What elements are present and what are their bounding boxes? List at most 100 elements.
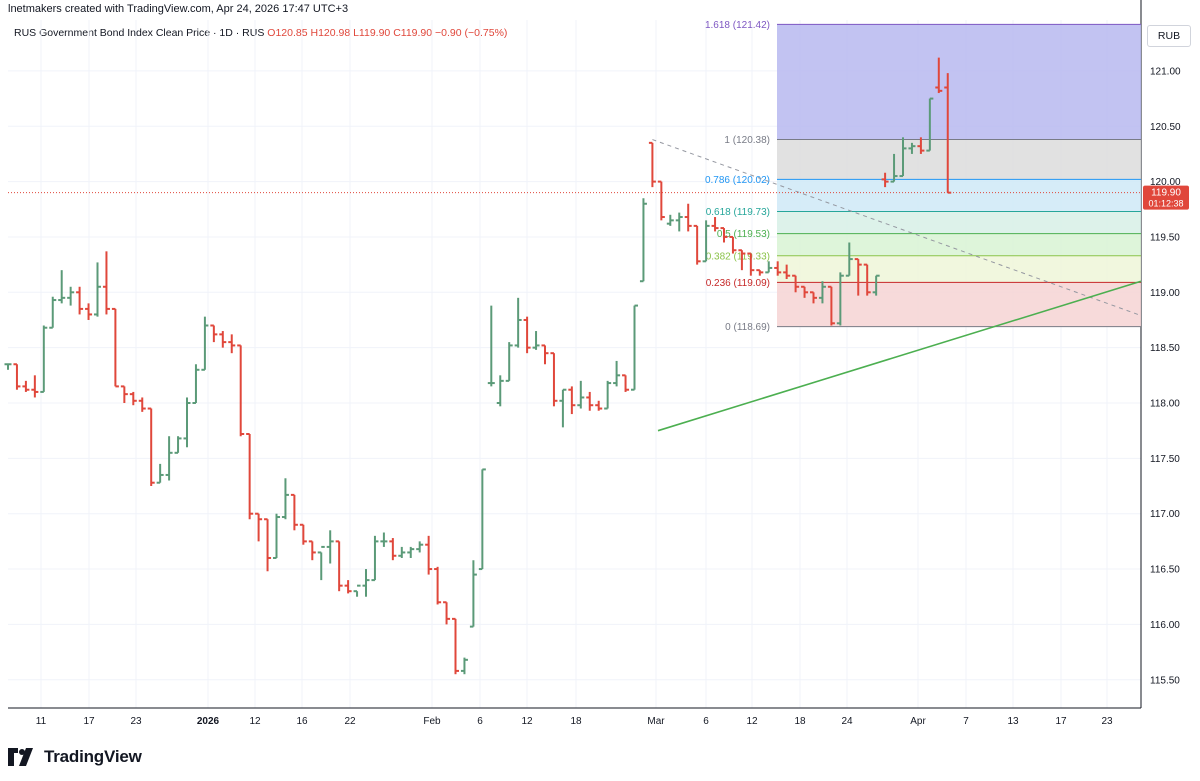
trendline[interactable] bbox=[657, 280, 1142, 432]
ohlc-bar[interactable] bbox=[94, 262, 101, 317]
ohlc-bar[interactable] bbox=[836, 272, 844, 326]
ohlc-bar[interactable] bbox=[281, 478, 289, 520]
ohlc-bar[interactable] bbox=[559, 388, 567, 428]
ohlc-bar[interactable] bbox=[810, 291, 817, 304]
ohlc-bar[interactable] bbox=[228, 334, 236, 354]
ohlc-bar[interactable] bbox=[783, 264, 791, 280]
ohlc-bar[interactable] bbox=[908, 142, 916, 154]
ohlc-bar[interactable] bbox=[192, 364, 200, 404]
fib-zone[interactable] bbox=[777, 282, 1141, 327]
ohlc-bar[interactable] bbox=[523, 316, 531, 354]
ohlc-bar[interactable] bbox=[469, 560, 477, 628]
fib-zone[interactable] bbox=[777, 24, 1141, 140]
ohlc-bar[interactable] bbox=[416, 541, 424, 553]
ohlc-bar[interactable] bbox=[344, 580, 352, 594]
ohlc-bar[interactable] bbox=[237, 344, 245, 437]
ohlc-bar[interactable] bbox=[174, 436, 182, 454]
ohlc-bar[interactable] bbox=[299, 523, 307, 545]
ohlc-bar[interactable] bbox=[398, 546, 406, 558]
ohlc-bar[interactable] bbox=[13, 363, 21, 390]
fib-zone[interactable] bbox=[777, 255, 1141, 283]
ohlc-bar[interactable] bbox=[353, 584, 361, 597]
ohlc-bar[interactable] bbox=[22, 380, 30, 392]
ohlc-bar[interactable] bbox=[335, 540, 343, 592]
ohlc-bar[interactable] bbox=[487, 305, 495, 387]
ohlc-bar[interactable] bbox=[246, 432, 254, 520]
ohlc-bar[interactable] bbox=[774, 261, 782, 276]
ohlc-bar[interactable] bbox=[67, 286, 75, 306]
ohlc-bar[interactable] bbox=[85, 303, 93, 320]
ohlc-bar[interactable] bbox=[443, 601, 451, 625]
ohlc-bar[interactable] bbox=[308, 540, 316, 561]
ohlc-bar[interactable] bbox=[935, 57, 943, 94]
ohlc-bar[interactable] bbox=[595, 400, 603, 411]
ohlc-bar[interactable] bbox=[102, 251, 110, 315]
currency-button[interactable]: RUB bbox=[1147, 25, 1191, 47]
ohlc-bar[interactable] bbox=[711, 217, 719, 232]
ohlc-bar[interactable] bbox=[31, 375, 39, 398]
ohlc-bar[interactable] bbox=[452, 617, 459, 675]
ohlc-bar[interactable] bbox=[675, 212, 683, 232]
ohlc-bar[interactable] bbox=[40, 325, 48, 393]
ohlc-bar[interactable] bbox=[434, 566, 442, 605]
ohlc-bar[interactable] bbox=[389, 538, 397, 561]
ohlc-bar[interactable] bbox=[577, 380, 585, 409]
ohlc-bar[interactable] bbox=[720, 227, 728, 243]
ohlc-bar[interactable] bbox=[926, 97, 934, 152]
ohlc-bar[interactable] bbox=[210, 324, 218, 343]
ohlc-bar[interactable] bbox=[478, 468, 486, 571]
ohlc-bar[interactable] bbox=[165, 436, 173, 481]
ohlc-bar[interactable] bbox=[147, 407, 155, 487]
ohlc-bar[interactable] bbox=[371, 535, 379, 582]
ohlc-bar[interactable] bbox=[827, 285, 835, 326]
ohlc-bar[interactable] bbox=[845, 242, 853, 277]
ohlc-bar[interactable] bbox=[183, 397, 191, 448]
ohlc-bar[interactable] bbox=[496, 375, 504, 407]
ohlc-bar[interactable] bbox=[76, 286, 84, 315]
ohlc-bar[interactable] bbox=[747, 252, 755, 276]
ohlc-bar[interactable] bbox=[613, 360, 621, 387]
ohlc-bar[interactable] bbox=[273, 513, 280, 559]
fib-zone[interactable] bbox=[777, 233, 1141, 256]
ohlc-bar[interactable] bbox=[657, 180, 665, 221]
ohlc-bar[interactable] bbox=[765, 261, 773, 274]
ohlc-bar[interactable] bbox=[219, 331, 227, 348]
ohlc-bar[interactable] bbox=[49, 296, 57, 329]
ohlc-bar[interactable] bbox=[290, 493, 298, 531]
ohlc-bar[interactable] bbox=[4, 363, 12, 370]
ohlc-bar[interactable] bbox=[505, 342, 513, 382]
ohlc-bar[interactable] bbox=[362, 569, 370, 597]
ohlc-bar[interactable] bbox=[326, 530, 334, 564]
ohlc-bar[interactable] bbox=[801, 285, 809, 298]
ohlc-bar[interactable] bbox=[890, 153, 898, 183]
ohlc-bar[interactable] bbox=[407, 546, 415, 558]
ohlc-bar[interactable] bbox=[639, 198, 647, 283]
symbol-name[interactable]: RUS Government Bond Index Clean Price · … bbox=[14, 27, 265, 39]
ohlc-bar[interactable] bbox=[58, 270, 66, 304]
ohlc-bar[interactable] bbox=[425, 535, 433, 575]
ohlc-bar[interactable] bbox=[648, 141, 656, 188]
ohlc-bar[interactable] bbox=[264, 518, 272, 572]
ohlc-bar[interactable] bbox=[201, 316, 209, 371]
ohlc-bar[interactable] bbox=[881, 172, 889, 188]
ohlc-bar[interactable] bbox=[550, 352, 558, 407]
ohlc-bar[interactable] bbox=[541, 344, 549, 365]
fib-zone[interactable] bbox=[777, 179, 1141, 212]
ohlc-bar[interactable] bbox=[380, 532, 388, 547]
ohlc-bar[interactable] bbox=[604, 380, 612, 410]
ohlc-bar[interactable] bbox=[944, 73, 952, 194]
ohlc-bar[interactable] bbox=[120, 385, 128, 403]
price-chart[interactable]: 121.00 120.50 120.00 119.50 119.00 118.50 118.… bbox=[0, 0, 1200, 745]
ohlc-bar[interactable] bbox=[854, 258, 862, 296]
ohlc-bar[interactable] bbox=[684, 203, 692, 232]
ohlc-bar[interactable] bbox=[514, 297, 522, 348]
ohlc-bar[interactable] bbox=[666, 214, 674, 226]
ohlc-bar[interactable] bbox=[255, 512, 263, 542]
ohlc-bar[interactable] bbox=[693, 224, 701, 265]
fib-trend-dashed-line[interactable] bbox=[652, 139, 1142, 317]
ohlc-bar[interactable] bbox=[702, 220, 710, 263]
ohlc-bar[interactable] bbox=[532, 331, 540, 350]
ohlc-bar[interactable] bbox=[622, 374, 630, 392]
ohlc-bar[interactable] bbox=[317, 545, 325, 581]
fib-zone[interactable] bbox=[777, 139, 1141, 180]
